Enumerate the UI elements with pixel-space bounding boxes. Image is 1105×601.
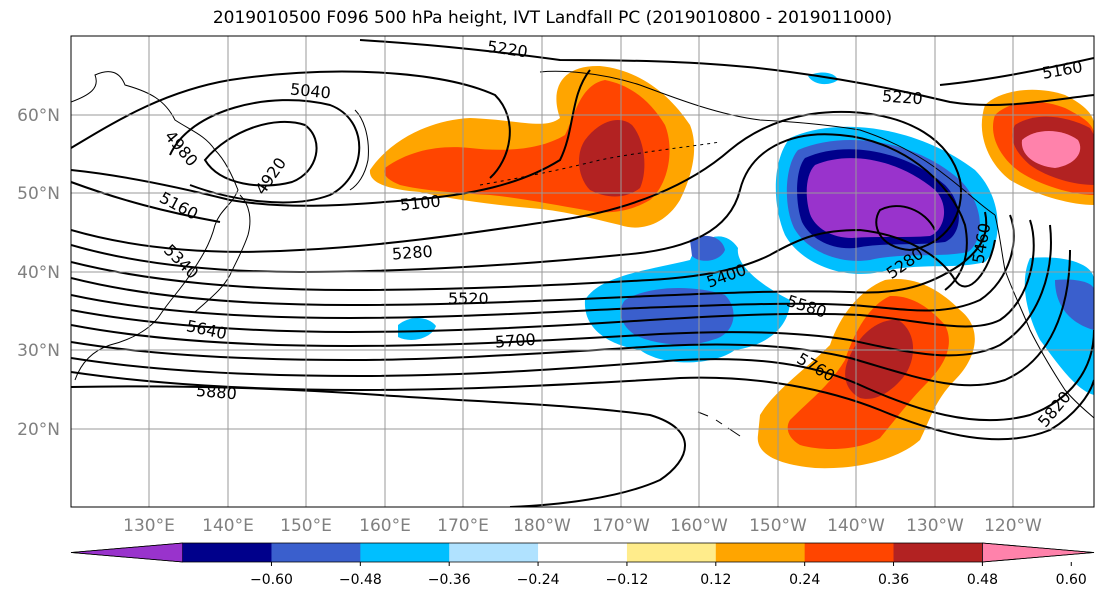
colorbar-tick-label: −0.48 bbox=[339, 572, 382, 588]
coastline-kamchatka bbox=[349, 109, 369, 191]
contour-5040 bbox=[71, 70, 511, 179]
lat-label: 40°N bbox=[17, 263, 60, 283]
contour-label: 5700 bbox=[494, 330, 536, 352]
contour-label: 5880 bbox=[195, 381, 237, 403]
lat-label: 20°N bbox=[17, 420, 60, 440]
contour-5760 bbox=[71, 329, 1094, 422]
colorbar-tick-label: 0.48 bbox=[967, 572, 998, 588]
latitude-labels: 60°N 50°N 40°N 30°N 20°N bbox=[17, 106, 60, 440]
colorbar: −0.60 −0.48 −0.36 −0.24 −0.12 0.12 0.24 0.36 0.4… bbox=[70, 542, 1095, 588]
coastline-aleutians bbox=[479, 141, 721, 186]
lat-label: 60°N bbox=[17, 106, 60, 126]
map-title: 2019010500 F096 500 hPa height, IVT Land… bbox=[212, 8, 893, 28]
colorbar-outline bbox=[70, 542, 1095, 563]
shade-purple-east bbox=[806, 158, 945, 238]
contour-label: 5220 bbox=[881, 86, 923, 108]
contour-5400 bbox=[71, 228, 996, 292]
colorbar-tick-label: −0.24 bbox=[517, 572, 560, 588]
colorbar-bin bbox=[271, 543, 361, 562]
colorbar-tick-label: 0.36 bbox=[878, 572, 909, 588]
contour-5640 bbox=[71, 224, 1052, 357]
shade-darkred-east bbox=[845, 319, 914, 399]
colorbar-tick-label: 0.60 bbox=[1056, 572, 1087, 588]
contour-5220-n bbox=[359, 39, 1094, 106]
colorbar-bin bbox=[626, 543, 717, 562]
colorbar-bin bbox=[893, 543, 983, 562]
coastline-asia bbox=[71, 71, 239, 381]
contour-label: 5040 bbox=[289, 79, 331, 102]
lon-label: 130°E bbox=[123, 516, 175, 536]
colorbar-bin bbox=[182, 543, 272, 562]
colorbar-bin bbox=[804, 543, 895, 562]
lat-label: 50°N bbox=[17, 184, 60, 204]
contour-5880 bbox=[71, 385, 686, 507]
contour-4980 bbox=[169, 99, 361, 204]
contour-5580 bbox=[71, 219, 1035, 334]
lon-label: 180°W bbox=[513, 516, 571, 536]
contour-5280 bbox=[71, 110, 962, 253]
shade-blue-small-pacific bbox=[398, 317, 436, 340]
colorbar-extend-max bbox=[982, 542, 1095, 563]
colorbar-tick-label: 0.12 bbox=[700, 572, 731, 588]
lon-label: 160°W bbox=[670, 516, 728, 536]
contour-5700 bbox=[71, 249, 1071, 387]
colorbar-tick-label: −0.12 bbox=[605, 572, 648, 588]
colorbar-tick-label: −0.36 bbox=[428, 572, 471, 588]
shade-blue-mid-central bbox=[620, 288, 734, 345]
contour-label: 5100 bbox=[399, 191, 441, 214]
colorbar-bin bbox=[538, 543, 628, 562]
lon-label: 160°E bbox=[359, 516, 411, 536]
lon-label: 170°E bbox=[437, 516, 489, 536]
coastlines bbox=[71, 70, 1094, 437]
shade-pink-ne bbox=[1021, 131, 1081, 168]
lon-label: 170°W bbox=[592, 516, 650, 536]
lon-label: 150°E bbox=[280, 516, 332, 536]
colorbar-tick-label: −0.60 bbox=[250, 572, 293, 588]
contour-4920 bbox=[203, 120, 318, 187]
contour-5100 bbox=[71, 69, 591, 207]
colorbar-bin bbox=[360, 543, 450, 562]
contour-5160-ne bbox=[939, 57, 1094, 86]
contour-5520 bbox=[71, 214, 1015, 320]
shade-blue-mid-seus bbox=[1055, 279, 1094, 330]
longitude-labels: 130°E 140°E 150°E 160°E 170°E 180°W 170°… bbox=[123, 516, 1042, 536]
lon-label: 140°W bbox=[827, 516, 885, 536]
lon-label: 130°W bbox=[906, 516, 964, 536]
lon-label: 120°W bbox=[984, 516, 1042, 536]
coastline-namerica-west bbox=[994, 214, 1094, 419]
height-contours bbox=[71, 39, 1094, 507]
coastline-japan bbox=[194, 194, 251, 313]
gridlines bbox=[71, 36, 1094, 507]
colorbar-tick-label: 0.24 bbox=[789, 572, 820, 588]
coastline-alaska bbox=[539, 70, 996, 216]
colorbar-extend-min bbox=[70, 542, 184, 563]
colorbar-bin bbox=[715, 543, 806, 562]
lon-label: 140°E bbox=[202, 516, 254, 536]
colorbar-bin bbox=[449, 543, 539, 562]
map-border bbox=[70, 35, 1095, 508]
contour-label: 5520 bbox=[448, 289, 489, 308]
contour-label: 5280 bbox=[391, 242, 433, 264]
lat-label: 30°N bbox=[17, 341, 60, 361]
lon-label: 150°W bbox=[749, 516, 807, 536]
contour-5160-w bbox=[71, 181, 221, 223]
